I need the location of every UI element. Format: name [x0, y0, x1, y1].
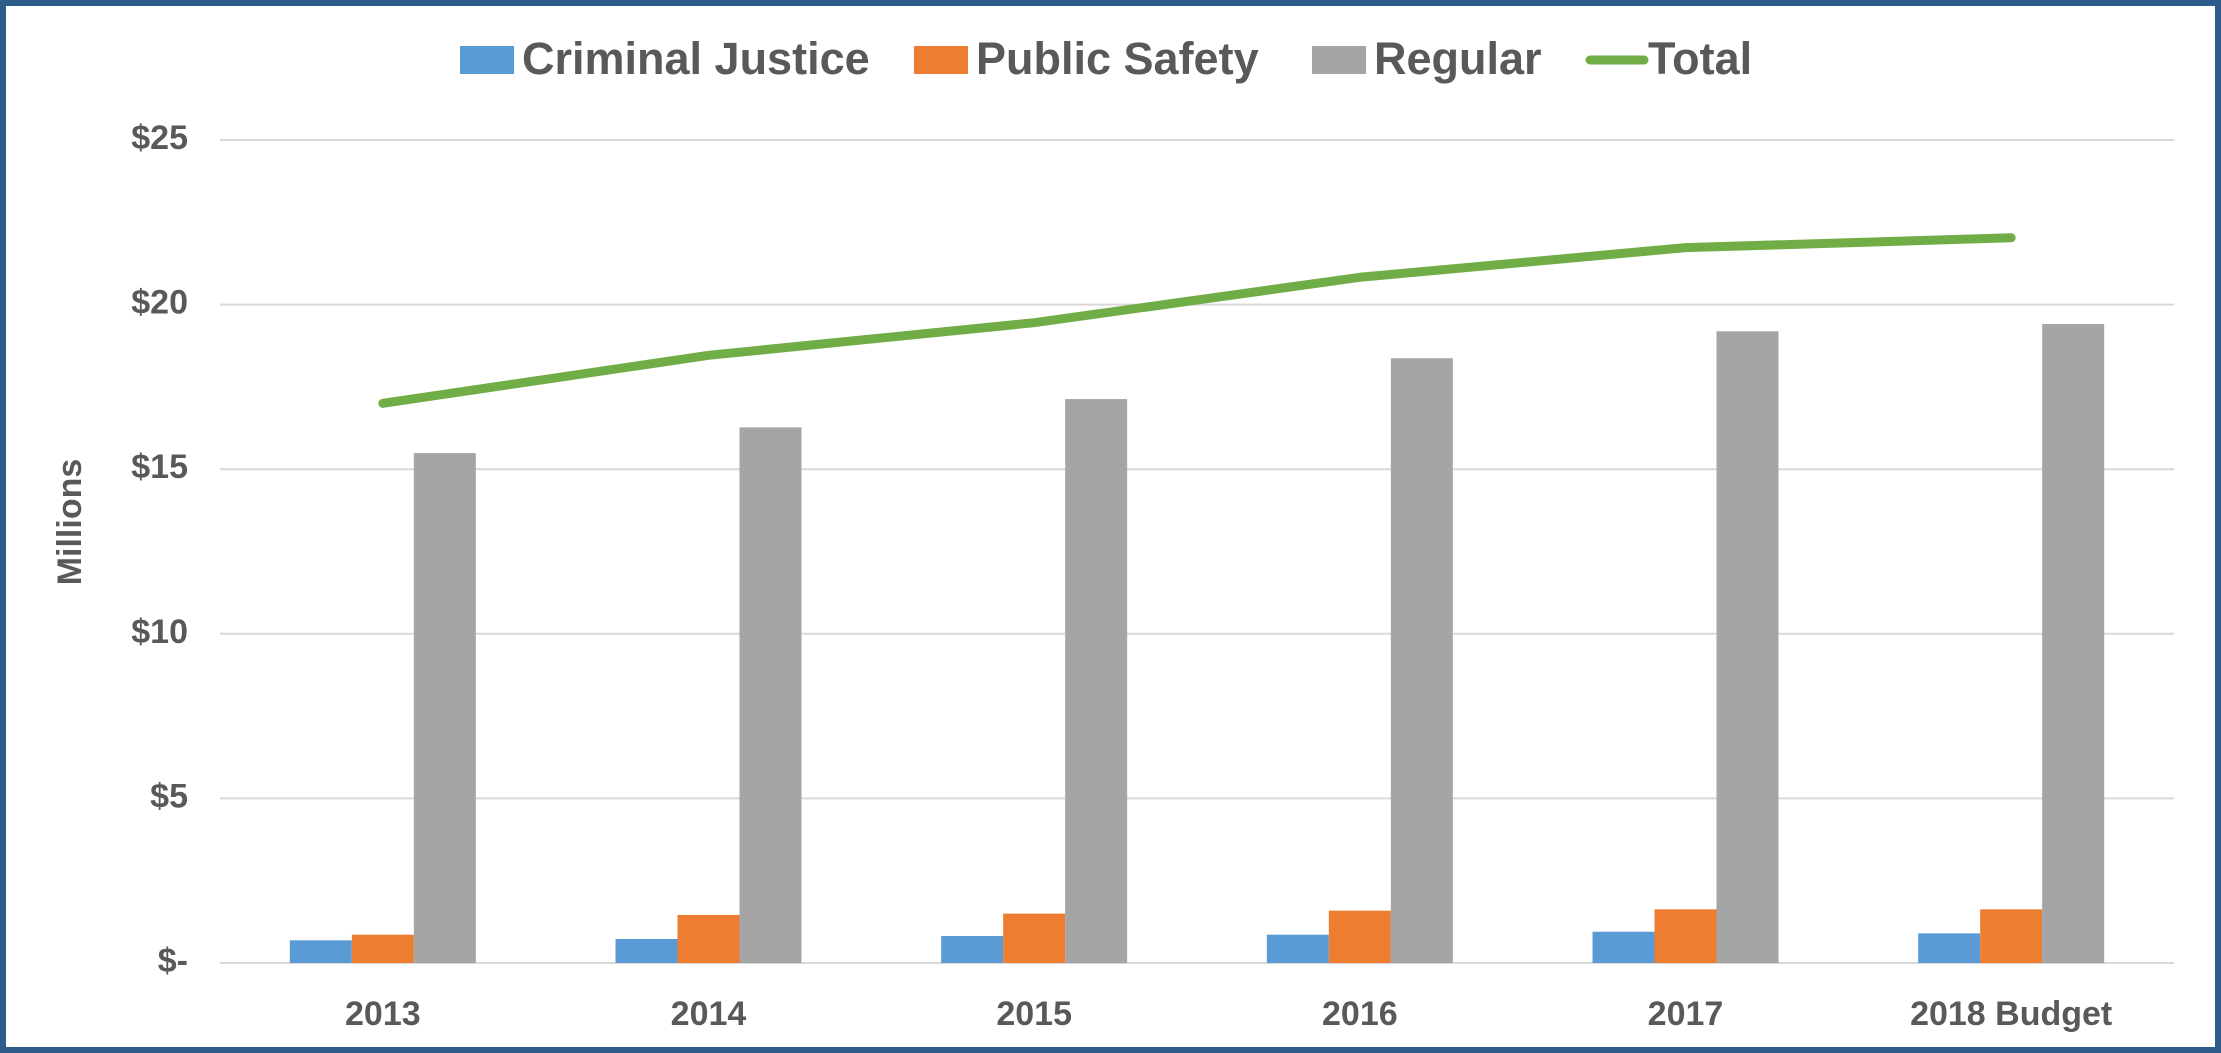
bar: [1918, 933, 1981, 963]
x-tick-label: 2015: [996, 995, 1072, 1033]
bar: [1716, 331, 1779, 963]
x-tick-label: 2013: [345, 995, 421, 1033]
legend-swatch: [460, 46, 514, 74]
bar: [413, 453, 476, 963]
y-tick-label: $20: [131, 284, 188, 322]
y-tick-label: $5: [150, 777, 188, 815]
bar: [1592, 931, 1655, 963]
bar: [2042, 324, 2105, 963]
y-axis-label: Millions: [51, 459, 89, 586]
y-tick-label: $-: [158, 942, 188, 980]
bar: [941, 936, 1004, 963]
bar: [677, 914, 740, 963]
bar: [289, 940, 352, 963]
y-tick-label: $15: [131, 448, 188, 486]
legend-label: Public Safety: [976, 33, 1259, 84]
y-tick-label: $25: [131, 119, 188, 157]
legend-label: Total: [1648, 33, 1752, 84]
bar: [1328, 910, 1391, 963]
x-tick-label: 2018 Budget: [1910, 995, 2112, 1033]
legend-label: Criminal Justice: [522, 33, 870, 84]
bar: [1266, 934, 1329, 963]
bar: [351, 934, 414, 963]
line: [378, 233, 2016, 408]
bar: [615, 938, 678, 963]
bar: [1065, 399, 1128, 963]
x-tick-label: 2014: [671, 995, 747, 1033]
bar: [1003, 913, 1066, 963]
bar: [1980, 909, 2043, 963]
legend-swatch: [1312, 46, 1366, 74]
x-tick-label: 2017: [1648, 995, 1724, 1033]
bar: [1390, 358, 1453, 963]
bar: [1654, 909, 1717, 963]
y-tick-label: $10: [131, 613, 188, 651]
legend-swatch: [914, 46, 968, 74]
bar: [739, 427, 802, 963]
x-tick-label: 2016: [1322, 995, 1398, 1033]
legend-label: Regular: [1374, 33, 1542, 84]
